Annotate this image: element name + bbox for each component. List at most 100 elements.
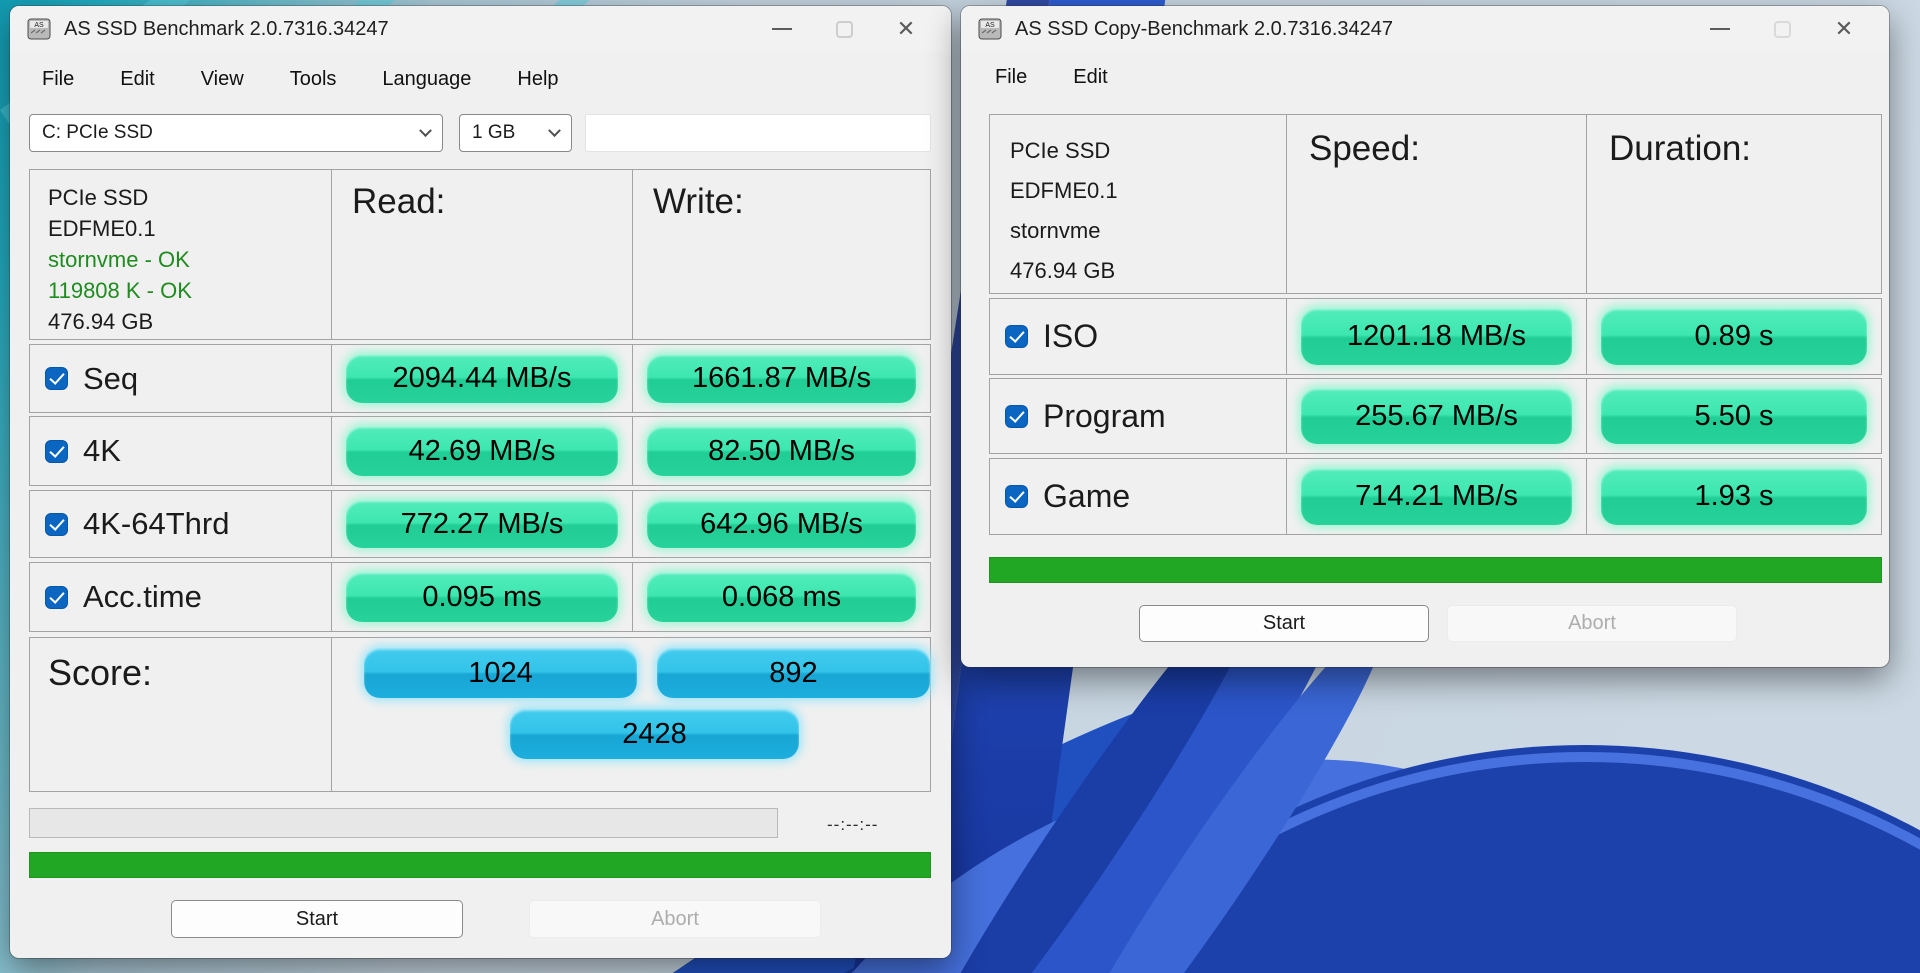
score-row: Score: 1024 892 2428	[29, 637, 931, 792]
acctime-read-value: 0.095 ms	[346, 572, 618, 622]
4k64-write-value: 642.96 MB/s	[647, 500, 916, 548]
table-row-4k64: 4K-64Thrd 772.27 MB/s 642.96 MB/s	[29, 490, 931, 558]
table-row-game: Game 714.21 MB/s 1.93 s	[989, 458, 1882, 535]
status-bar-green	[989, 557, 1882, 583]
4k-checkbox[interactable]	[45, 439, 68, 463]
driver-status: stornvme - OK	[48, 247, 190, 272]
menu-edit[interactable]: Edit	[1073, 66, 1108, 88]
svg-text:AS: AS	[985, 22, 995, 29]
game-checkbox[interactable]	[1005, 485, 1028, 508]
benchmark-menubar: File Edit View Tools Language Help	[42, 68, 559, 91]
chevron-down-icon	[548, 123, 561, 137]
test-size-value: 1 GB	[472, 122, 516, 143]
info-header-row: PCIe SSD EDFME0.1 stornvme 476.94 GB Spe…	[989, 114, 1882, 294]
close-icon: ✕	[896, 16, 916, 41]
seq-checkbox[interactable]	[45, 367, 68, 390]
drive-firmware: EDFME0.1	[1010, 178, 1118, 203]
iso-label: ISO	[1043, 318, 1099, 354]
offset-status: 119808 K - OK	[48, 278, 192, 303]
duration-column-header: Duration:	[1609, 129, 1752, 168]
drive-firmware: EDFME0.1	[48, 216, 156, 241]
iso-checkbox[interactable]	[1005, 325, 1028, 348]
program-duration-value: 5.50 s	[1601, 388, 1867, 444]
start-button[interactable]: Start	[1139, 605, 1429, 642]
copy-benchmark-window: AS AS SSD Copy-Benchmark 2.0.7316.34247 …	[961, 6, 1889, 667]
seq-read-value: 2094.44 MB/s	[346, 354, 618, 403]
maximize-button[interactable]	[813, 7, 875, 51]
drive-name: PCIe SSD	[1010, 138, 1111, 163]
abort-button[interactable]: Abort	[1447, 605, 1737, 642]
acctime-label: Acc.time	[83, 579, 202, 614]
menu-help[interactable]: Help	[517, 68, 559, 90]
drive-select-value: C: PCIe SSD	[42, 122, 153, 143]
app-icon: AS	[27, 18, 51, 40]
chevron-down-icon	[419, 123, 432, 137]
copy-benchmark-titlebar[interactable]: AS AS SSD Copy-Benchmark 2.0.7316.34247 …	[961, 6, 1889, 52]
benchmark-window: AS AS SSD Benchmark 2.0.7316.34247 ✕ Fil…	[10, 6, 951, 958]
start-button[interactable]: Start	[171, 900, 463, 938]
seq-write-value: 1661.87 MB/s	[647, 354, 916, 403]
menu-file[interactable]: File	[995, 66, 1028, 88]
close-button[interactable]: ✕	[1813, 7, 1875, 51]
maximize-icon	[835, 20, 853, 38]
abort-button[interactable]: Abort	[529, 900, 821, 938]
menu-tools[interactable]: Tools	[289, 68, 337, 90]
blank-field	[585, 114, 931, 152]
minimize-button[interactable]	[1689, 7, 1751, 51]
minimize-icon	[772, 28, 792, 30]
menu-edit[interactable]: Edit	[120, 68, 155, 90]
program-speed-value: 255.67 MB/s	[1301, 388, 1572, 444]
score-write-value: 892	[657, 648, 930, 698]
minimize-button[interactable]	[751, 7, 813, 51]
status-bar-green	[29, 852, 931, 878]
write-column-header: Write:	[653, 182, 744, 221]
drive-name: PCIe SSD	[48, 185, 149, 210]
drive-driver: stornvme	[1010, 218, 1101, 243]
seq-label: Seq	[83, 360, 139, 396]
4k-label: 4K	[83, 433, 121, 468]
speed-column-header: Speed:	[1309, 129, 1420, 168]
close-button[interactable]: ✕	[875, 7, 937, 51]
score-label: Score:	[48, 652, 153, 693]
4k-write-value: 82.50 MB/s	[647, 426, 916, 476]
maximize-icon	[1773, 20, 1791, 38]
svg-text:AS: AS	[34, 22, 44, 29]
game-label: Game	[1043, 478, 1131, 514]
acctime-write-value: 0.068 ms	[647, 572, 916, 622]
menu-view[interactable]: View	[200, 68, 244, 90]
4k64-checkbox[interactable]	[45, 512, 68, 536]
iso-speed-value: 1201.18 MB/s	[1301, 308, 1572, 365]
program-label: Program	[1043, 397, 1166, 434]
read-column-header: Read:	[352, 182, 446, 221]
table-row-seq: Seq 2094.44 MB/s 1661.87 MB/s	[29, 344, 931, 413]
table-row-4k: 4K 42.69 MB/s 82.50 MB/s	[29, 416, 931, 486]
app-icon: AS	[978, 18, 1002, 40]
drive-select[interactable]: C: PCIe SSD	[29, 114, 443, 152]
maximize-button[interactable]	[1751, 7, 1813, 51]
close-icon: ✕	[1834, 16, 1854, 41]
window-title: AS SSD Copy-Benchmark 2.0.7316.34247	[1015, 17, 1393, 40]
game-speed-value: 714.21 MB/s	[1301, 468, 1572, 525]
menu-file[interactable]: File	[42, 68, 75, 90]
score-read-value: 1024	[364, 648, 637, 698]
4k-read-value: 42.69 MB/s	[346, 426, 618, 476]
test-size-select[interactable]: 1 GB	[459, 114, 572, 152]
iso-duration-value: 0.89 s	[1601, 308, 1867, 365]
window-title: AS SSD Benchmark 2.0.7316.34247	[64, 17, 389, 40]
table-row-iso: ISO 1201.18 MB/s 0.89 s	[989, 298, 1882, 375]
menu-language[interactable]: Language	[382, 68, 472, 90]
program-checkbox[interactable]	[1005, 404, 1028, 428]
score-total-value: 2428	[510, 709, 799, 759]
acctime-checkbox[interactable]	[45, 585, 68, 609]
copy-benchmark-menubar: File Edit	[995, 66, 1108, 89]
benchmark-titlebar[interactable]: AS AS SSD Benchmark 2.0.7316.34247 ✕	[10, 6, 951, 52]
table-row-acctime: Acc.time 0.095 ms 0.068 ms	[29, 562, 931, 632]
eta-time: --:--:--	[827, 815, 879, 834]
4k64-read-value: 772.27 MB/s	[346, 500, 618, 548]
info-header-row: PCIe SSD EDFME0.1 stornvme - OK 119808 K…	[29, 169, 931, 340]
minimize-icon	[1710, 28, 1730, 30]
game-duration-value: 1.93 s	[1601, 468, 1867, 525]
progress-bar	[29, 808, 778, 838]
table-row-program: Program 255.67 MB/s 5.50 s	[989, 378, 1882, 454]
